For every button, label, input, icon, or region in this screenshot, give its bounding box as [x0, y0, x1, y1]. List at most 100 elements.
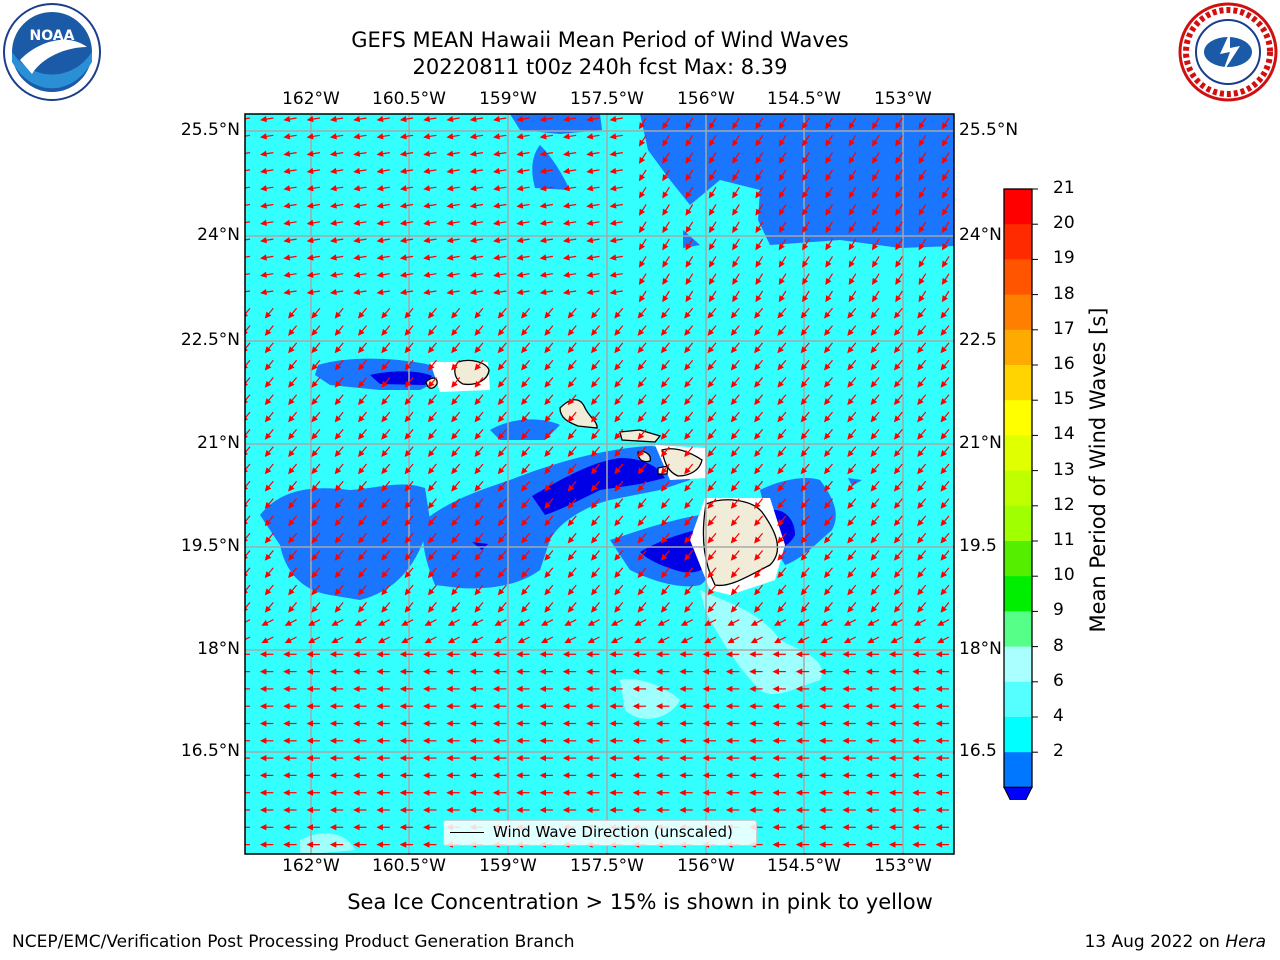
arrow-head: [539, 737, 547, 744]
arrow-head: [823, 432, 831, 440]
lon-label-top: 159°W: [479, 89, 537, 109]
arrow-head: [311, 432, 318, 440]
arrow-head: [778, 139, 785, 147]
arrow-head: [707, 398, 715, 406]
arrow-head: [842, 824, 849, 831]
arrow-shaft: [245, 273, 251, 276]
arrow-head: [284, 620, 292, 626]
arrow-head: [451, 450, 458, 458]
arrow-head: [937, 620, 945, 626]
arrow-head: [707, 501, 715, 509]
arrow-head: [889, 703, 896, 710]
arrow-head: [381, 328, 388, 336]
arrow-head: [754, 553, 761, 561]
arrow-head: [357, 519, 365, 527]
arrow-head: [865, 737, 873, 744]
arrow-head: [497, 450, 505, 458]
arrow-head: [660, 553, 668, 561]
arrow-head: [777, 588, 784, 596]
arrow-head: [889, 737, 896, 744]
arrow-head: [755, 156, 762, 164]
arrow-head: [707, 415, 715, 423]
arrow-head: [497, 415, 505, 423]
arrow-head: [353, 720, 360, 727]
lon-label-bottom: 157.5°W: [570, 856, 644, 876]
arrow-head: [516, 668, 523, 675]
arrow-head: [889, 668, 896, 675]
arrow-head: [755, 139, 762, 147]
arrow-head: [917, 363, 924, 371]
arrow-head: [772, 772, 780, 779]
arrow-head: [446, 703, 453, 710]
arrow-head: [516, 651, 523, 658]
arrow-head: [680, 620, 688, 626]
arrow-head: [311, 484, 318, 492]
arrow-head: [447, 637, 455, 644]
arrow-head: [306, 219, 314, 226]
arrow-head: [825, 295, 832, 303]
arrow-shaft: [245, 290, 251, 293]
arrow-head: [311, 553, 318, 561]
arrow-head: [590, 501, 598, 509]
arrow-head: [259, 737, 267, 744]
arrow-head: [539, 254, 547, 261]
arrow-head: [353, 237, 361, 244]
arrow-head: [590, 588, 598, 596]
arrow-head: [609, 703, 616, 710]
arrow-head: [893, 467, 901, 475]
arrow-head: [684, 467, 691, 475]
arrow-head: [800, 346, 808, 354]
arrow-head: [941, 208, 948, 216]
arrow-head: [660, 432, 668, 440]
arrow-head: [730, 501, 738, 509]
noaa-logo: NOAA: [2, 2, 102, 102]
arrow-head: [754, 450, 761, 458]
arrow-head: [306, 185, 314, 192]
arrow-head: [329, 737, 337, 744]
arrow-head: [614, 571, 621, 579]
arrow-head: [427, 346, 435, 354]
arrow-head: [283, 133, 291, 140]
arrow-head: [702, 754, 710, 762]
arrow-head: [544, 398, 551, 406]
arrow-head: [516, 150, 524, 157]
lon-label-top: 162°W: [282, 89, 340, 109]
arrow-head: [795, 737, 803, 744]
arrow-head: [825, 122, 832, 130]
arrow-head: [399, 685, 407, 693]
arrow-head: [469, 133, 477, 140]
lat-label-left: 22.5°N: [180, 330, 240, 350]
arrow-head: [614, 311, 621, 319]
arrow-head: [516, 754, 523, 762]
arrow-head: [889, 720, 896, 727]
arrow-head: [707, 571, 715, 579]
arrow-head: [264, 311, 272, 319]
arrow-head: [889, 824, 896, 831]
arrow-head: [708, 208, 715, 216]
lon-label-top: 157.5°W: [570, 89, 644, 109]
arrow-head: [871, 295, 879, 303]
arrow-head: [264, 553, 272, 561]
arrow-head: [404, 553, 412, 561]
arrow-head: [590, 467, 598, 475]
arrow-head: [245, 625, 246, 626]
arrow-head: [590, 484, 598, 492]
arrow-head: [819, 720, 826, 727]
arrow-head: [685, 139, 692, 147]
arrow-head: [306, 668, 314, 675]
arrow-head: [264, 450, 272, 458]
arrow-shaft: [245, 619, 251, 623]
arrow-head: [935, 737, 943, 744]
arrow-head: [871, 191, 879, 199]
arrow-head: [245, 642, 246, 643]
arrow-head: [941, 260, 948, 268]
arrow-head: [917, 311, 924, 319]
arrow-head: [329, 237, 337, 244]
arrow-head: [662, 122, 669, 130]
arrow-head: [865, 668, 873, 675]
arrow-head: [754, 571, 761, 579]
arrow-head: [802, 174, 809, 182]
arrow-head: [427, 363, 435, 371]
arrow-head: [657, 637, 665, 644]
arrow-head: [656, 651, 663, 658]
